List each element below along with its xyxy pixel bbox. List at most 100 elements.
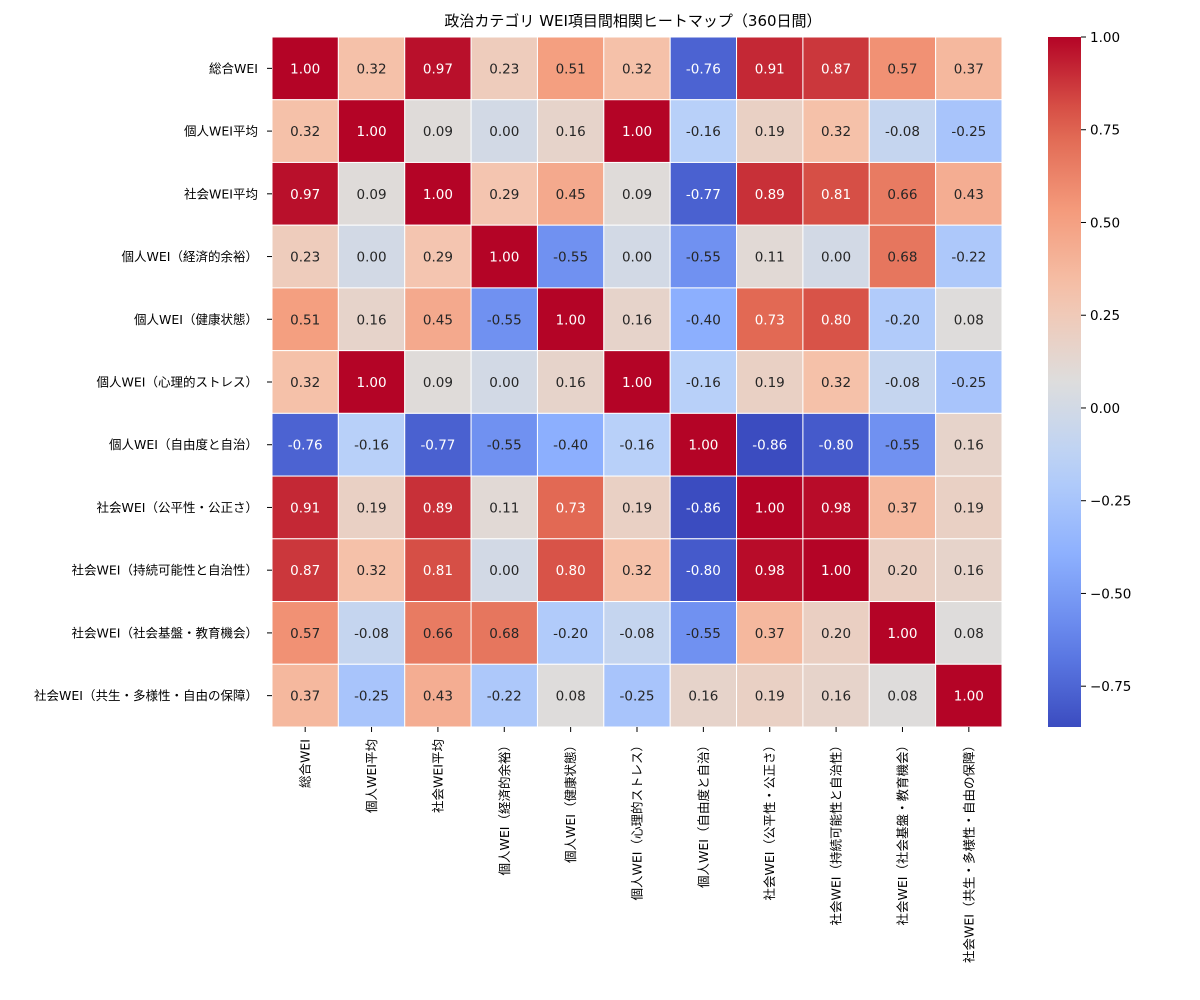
heatmap-cell: [536, 663, 605, 728]
cell-value-label: -0.55: [553, 250, 588, 266]
cell-value-label: 0.09: [357, 187, 387, 203]
cell-value-label: 1.00: [887, 626, 917, 642]
heatmap-cell: [736, 475, 804, 540]
cell-value-label: 0.57: [290, 626, 320, 642]
column-label: 社会WEI平均: [430, 739, 445, 813]
cell-value-label: -0.40: [553, 438, 588, 454]
cell-value-label: 0.32: [622, 563, 652, 579]
cell-value-label: 0.98: [755, 563, 785, 579]
cell-value-label: 0.81: [821, 187, 851, 203]
colorbar-tick-label: −0.50: [1090, 586, 1131, 602]
cell-value-label: -0.80: [686, 563, 721, 579]
cell-value-label: 0.08: [954, 312, 984, 328]
cell-value-label: 1.00: [357, 124, 387, 140]
cell-value-label: 0.11: [489, 500, 519, 516]
column-label: 社会WEI（持続可能性と自治性）: [829, 739, 844, 925]
cell-value-label: -0.76: [686, 61, 721, 77]
heatmap-cell: [868, 412, 937, 477]
heatmap-cell: [603, 224, 671, 289]
heatmap-cell: [536, 99, 605, 163]
heatmap-cell: [802, 224, 870, 289]
cell-value-label: 0.87: [290, 563, 320, 579]
colorbar-ticks: 1.00 0.75 0.50 0.25 0.00 −0.25 −0.50 −0.75: [1081, 30, 1131, 695]
heatmap-cell: [868, 99, 937, 163]
heatmap-cell: [669, 475, 738, 540]
colorbar-tick-label: 0.00: [1090, 401, 1120, 417]
heatmap-cell: [868, 287, 937, 352]
colorbar-tick-label: −0.75: [1090, 679, 1131, 695]
cell-value-label: 0.51: [290, 312, 320, 328]
heatmap-cell: [935, 36, 1003, 101]
row-label: 社会WEI平均: [184, 186, 258, 201]
heatmap-cell: [603, 538, 671, 603]
cell-value-label: 0.09: [622, 187, 652, 203]
cell-value-label: 1.00: [954, 689, 984, 705]
heatmap-cell: [736, 601, 804, 665]
cell-value-label: 0.16: [556, 375, 586, 391]
heatmap-cell: [935, 538, 1003, 603]
cell-value-label: 0.19: [755, 689, 785, 705]
heatmap-cell: [470, 36, 538, 101]
cell-value-label: 0.57: [887, 61, 917, 77]
cell-value-label: -0.20: [885, 312, 920, 328]
heatmap-cell: [271, 287, 339, 352]
heatmap-cell: [470, 538, 538, 603]
column-label: 社会WEI（社会基盤・教育機会）: [895, 739, 910, 925]
row-label: 社会WEI（持続可能性と自治性）: [72, 563, 258, 578]
cell-value-label: -0.22: [951, 250, 986, 266]
cell-value-label: 0.16: [357, 312, 387, 328]
column-label: 個人WEI（健康状態）: [563, 739, 578, 863]
heatmap-cell: [271, 161, 339, 226]
cell-value-label: -0.08: [885, 124, 920, 140]
heatmap-cell: [669, 161, 738, 226]
cell-value-label: -0.16: [686, 124, 721, 140]
cell-value-label: 0.08: [954, 626, 984, 642]
cell-value-label: 0.00: [622, 250, 652, 266]
colorbar-tick-label: 1.00: [1090, 30, 1120, 46]
heatmap-cell: [935, 350, 1003, 414]
cell-value-label: 0.45: [556, 187, 586, 203]
heatmap-cell: [669, 538, 738, 603]
heatmap-cell: [736, 36, 804, 101]
heatmap-cell: [802, 161, 870, 226]
cell-value-label: 0.32: [357, 61, 387, 77]
heatmap-cell: [337, 36, 406, 101]
cell-value-label: -0.08: [620, 626, 655, 642]
heatmap-cell: [935, 161, 1003, 226]
heatmap-cell: [935, 475, 1003, 540]
cell-value-label: 0.19: [622, 500, 652, 516]
heatmap-cell: [603, 475, 671, 540]
heatmap-cell: [736, 99, 804, 163]
cell-value-label: 0.16: [622, 312, 652, 328]
heatmap-cell: [603, 36, 671, 101]
heatmap-cell: [271, 538, 339, 603]
colorbar: [1048, 37, 1081, 727]
cell-value-label: -0.77: [686, 187, 721, 203]
cell-value-label: 0.66: [887, 187, 917, 203]
cell-value-label: 0.37: [290, 689, 320, 705]
cell-value-label: -0.55: [885, 438, 920, 454]
cell-value-label: 0.37: [887, 500, 917, 516]
cell-value-label: 0.19: [755, 375, 785, 391]
row-label: 社会WEI（社会基盤・教育機会）: [72, 625, 258, 640]
cell-value-label: 0.37: [954, 61, 984, 77]
row-label: 個人WEI（心理的ストレス）: [97, 375, 258, 390]
cell-value-label: 0.11: [755, 250, 785, 266]
heatmap-cell: [404, 36, 472, 101]
cell-value-label: 0.16: [688, 689, 718, 705]
heatmap-cell: [337, 287, 406, 352]
cell-value-label: 0.19: [954, 500, 984, 516]
heatmap-cell: [470, 350, 538, 414]
cell-value-label: 0.32: [290, 375, 320, 391]
cell-value-label: 1.00: [688, 438, 718, 454]
cell-value-label: 0.16: [954, 438, 984, 454]
column-labels: 総合WEI 個人WEI平均 社会WEI平均 個人WEI（経済的余裕） 個人WEI（健康状…: [298, 727, 976, 963]
heatmap-cell: [404, 224, 472, 289]
cell-value-label: -0.55: [686, 250, 721, 266]
heatmap-cell: [802, 287, 870, 352]
cell-value-label: 1.00: [423, 187, 453, 203]
cell-value-label: 1.00: [290, 61, 320, 77]
cell-value-label: 0.00: [357, 250, 387, 266]
cell-value-label: 1.00: [755, 500, 785, 516]
